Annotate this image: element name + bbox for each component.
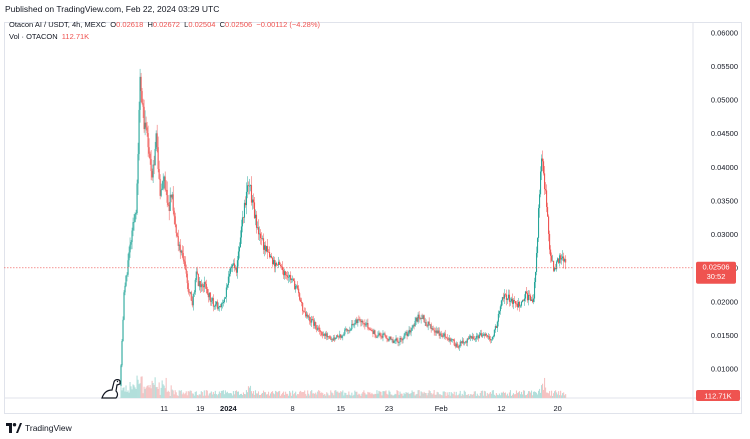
- chart-frame[interactable]: [4, 22, 742, 414]
- high-label: H: [147, 20, 153, 29]
- symbol-label[interactable]: Otacon AI / USDT, 4h, MEXC: [9, 20, 107, 29]
- low-label: L: [184, 20, 189, 29]
- published-caption: Published on TradingView.com, Feb 22, 20…: [5, 4, 220, 14]
- close-value: 0.02506: [225, 20, 253, 29]
- volume-label[interactable]: Vol · OTACON: [9, 32, 58, 41]
- low-value: 0.02504: [188, 20, 216, 29]
- tradingview-logo-icon: [6, 423, 22, 433]
- volume-value: 112.71K: [61, 32, 90, 41]
- change-value: −0.00112 (−4.28%): [256, 20, 321, 29]
- close-label: C: [219, 20, 226, 29]
- volume-legend: Vol · OTACON 112.71K: [9, 32, 89, 41]
- footer: TradingView: [6, 423, 72, 433]
- open-label: O: [110, 20, 117, 29]
- ohlc-legend: Otacon AI / USDT, 4h, MEXC O0.02618 H0.0…: [9, 20, 320, 29]
- high-value: 0.02672: [152, 20, 180, 29]
- open-value: 0.02618: [116, 20, 144, 29]
- footer-brand: TradingView: [25, 423, 72, 433]
